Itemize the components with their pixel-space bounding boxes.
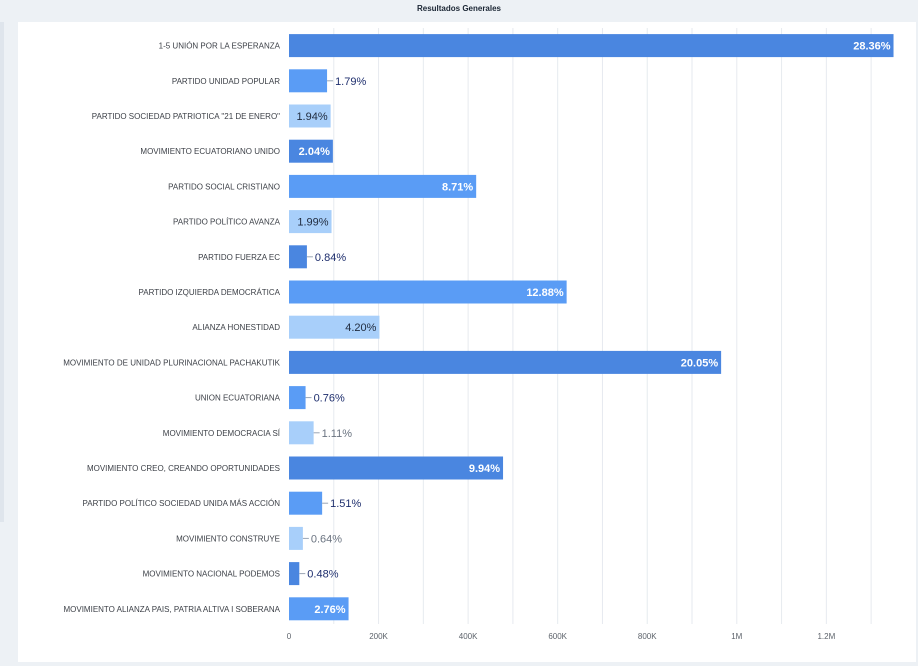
- category-label: ALIANZA HONESTIDAD: [192, 323, 280, 332]
- value-label: 20.05%: [681, 357, 719, 369]
- value-label: 12.88%: [526, 287, 564, 299]
- value-label: 2.76%: [314, 604, 345, 616]
- x-tick-label: 1M: [731, 632, 742, 641]
- category-label: PARTIDO SOCIEDAD PATRIOTICA "21 DE ENERO…: [92, 112, 280, 121]
- x-tick-label: 600K: [548, 632, 567, 641]
- value-label: 9.94%: [469, 463, 500, 475]
- x-tick-label: 400K: [459, 632, 478, 641]
- category-label: MOVIMIENTO CONSTRUYE: [176, 534, 280, 543]
- category-label: MOVIMIENTO CREO, CREANDO OPORTUNIDADES: [87, 464, 280, 473]
- category-label: PARTIDO POLÍTICO AVANZA: [173, 218, 281, 227]
- bar: [289, 315, 380, 339]
- bar: [289, 562, 300, 586]
- category-label: MOVIMIENTO NACIONAL PODEMOS: [143, 570, 280, 579]
- category-label: PARTIDO SOCIAL CRISTIANO: [168, 182, 280, 191]
- value-label: 28.36%: [853, 41, 891, 53]
- value-label: 2.04%: [299, 146, 330, 158]
- bar: [289, 280, 567, 304]
- category-label: PARTIDO IZQUIERDA DEMOCRÁTICA: [139, 288, 281, 297]
- value-label: 1.79%: [335, 76, 366, 88]
- value-label: 1.11%: [322, 428, 353, 440]
- side-panel-edge: [0, 22, 4, 522]
- category-label: UNION ECUATORIANA: [195, 394, 281, 403]
- x-tick-label: 800K: [638, 632, 657, 641]
- bar: [289, 597, 349, 621]
- value-label: 0.84%: [315, 252, 346, 264]
- category-label: MOVIMIENTO DEMOCRACIA SÍ: [163, 429, 281, 438]
- x-tick-label: 0: [287, 632, 292, 641]
- bar: [289, 34, 894, 58]
- x-tick-label: 1.2M: [817, 632, 835, 641]
- category-label: 1-5 UNIÓN POR LA ESPERANZA: [159, 42, 281, 51]
- bar: [289, 139, 333, 163]
- bar: [289, 491, 323, 515]
- category-label: PARTIDO UNIDAD POPULAR: [172, 77, 280, 86]
- bar: [289, 386, 306, 410]
- category-label: PARTIDO POLÍTICO SOCIEDAD UNIDA MÁS ACCI…: [82, 499, 280, 508]
- category-label: PARTIDO FUERZA EC: [198, 253, 280, 262]
- value-label: 8.71%: [442, 181, 473, 193]
- value-label: 0.76%: [314, 393, 345, 405]
- bar: [289, 174, 477, 198]
- bar: [289, 526, 303, 550]
- bar: [289, 245, 307, 269]
- bar: [289, 69, 328, 93]
- chart-title: Resultados Generales: [416, 4, 502, 13]
- chart-panel: 0 200K 400K 600K 800K 1M 1.2M 1-5 UNIÓN POR LA …: [18, 22, 916, 662]
- x-tick-label: 200K: [369, 632, 388, 641]
- category-label: MOVIMIENTO ECUATORIANO UNIDO: [140, 147, 280, 156]
- bar: [289, 350, 722, 374]
- value-label: 0.64%: [311, 533, 342, 545]
- bar: [289, 104, 331, 128]
- value-label: 4.20%: [345, 322, 376, 334]
- value-label: 1.51%: [330, 498, 361, 510]
- category-label: MOVIMIENTO DE UNIDAD PLURINACIONAL PACHA…: [63, 358, 280, 367]
- category-label: MOVIMIENTO ALIANZA PAIS, PATRIA ALTIVA I…: [63, 605, 280, 614]
- value-label: 1.99%: [297, 217, 328, 229]
- value-label: 0.48%: [307, 569, 338, 581]
- value-label: 1.94%: [296, 111, 327, 123]
- bar: [289, 421, 314, 445]
- bar-chart: 0 200K 400K 600K 800K 1M 1.2M 1-5 UNIÓN POR LA …: [63, 28, 894, 641]
- bar: [289, 210, 332, 234]
- bar: [289, 456, 504, 480]
